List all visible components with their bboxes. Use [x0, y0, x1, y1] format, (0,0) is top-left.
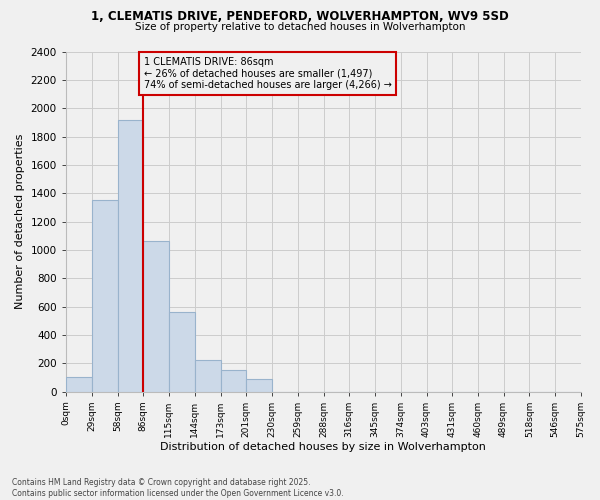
X-axis label: Distribution of detached houses by size in Wolverhampton: Distribution of detached houses by size …: [160, 442, 486, 452]
Bar: [118, 120, 143, 392]
Text: 1 CLEMATIS DRIVE: 86sqm
← 26% of detached houses are smaller (1,497)
74% of semi: 1 CLEMATIS DRIVE: 86sqm ← 26% of detache…: [144, 57, 392, 90]
Y-axis label: Number of detached properties: Number of detached properties: [15, 134, 25, 309]
Bar: [92, 200, 118, 392]
Bar: [195, 360, 221, 392]
Text: 1, CLEMATIS DRIVE, PENDEFORD, WOLVERHAMPTON, WV9 5SD: 1, CLEMATIS DRIVE, PENDEFORD, WOLVERHAMP…: [91, 10, 509, 23]
Bar: [246, 379, 272, 392]
Bar: [221, 370, 246, 392]
Text: Size of property relative to detached houses in Wolverhampton: Size of property relative to detached ho…: [135, 22, 465, 32]
Bar: [143, 242, 169, 392]
Bar: [66, 378, 92, 392]
Bar: [169, 312, 195, 392]
Text: Contains HM Land Registry data © Crown copyright and database right 2025.
Contai: Contains HM Land Registry data © Crown c…: [12, 478, 344, 498]
